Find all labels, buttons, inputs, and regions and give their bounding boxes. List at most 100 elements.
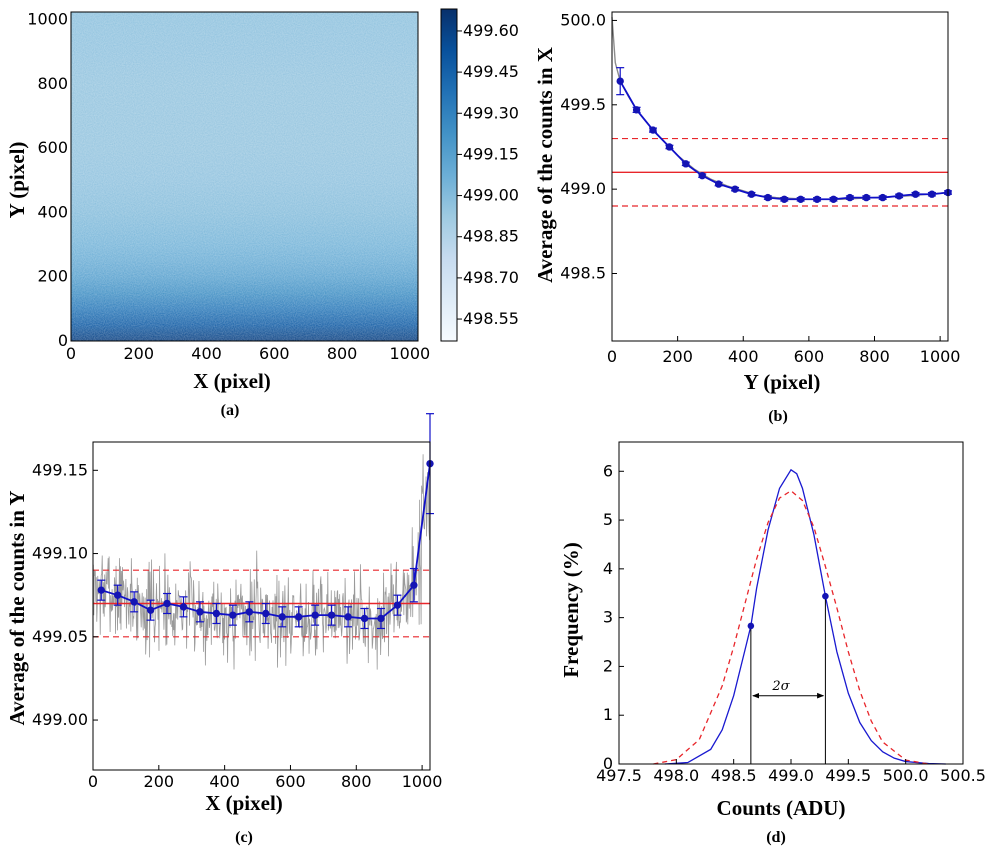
b-point-6 xyxy=(714,180,723,188)
b-point-3 xyxy=(665,143,674,151)
b-point-14 xyxy=(846,193,854,202)
c-point-6 xyxy=(196,608,204,616)
b-point-2 xyxy=(649,126,657,134)
panel-c: 0 200 400 600 800 1000 499.00499.05499.10499.… xyxy=(5,413,442,846)
d-plot-area xyxy=(653,468,946,765)
c-point-9 xyxy=(245,608,254,616)
colorbar-frame xyxy=(440,8,458,342)
colorbar-tick-label-5: 499.30 xyxy=(463,103,519,122)
a-y-tick-label-2: 400 xyxy=(37,202,68,221)
b-x-tick-label-5: 1000 xyxy=(920,347,961,366)
b-x-tick-label-1: 200 xyxy=(662,347,693,366)
b-point-10 xyxy=(780,195,788,203)
heatmap-frame xyxy=(70,11,419,342)
b-point-1 xyxy=(632,106,641,114)
c-point-13 xyxy=(311,611,319,619)
a-y-tick-label-3: 600 xyxy=(37,138,68,157)
a-y-tick-label-4: 800 xyxy=(37,74,68,93)
c-point-14 xyxy=(327,611,336,619)
d-y-label: Frequency (%) xyxy=(559,542,583,678)
c-plot-area xyxy=(92,413,434,670)
c-point-15 xyxy=(344,613,352,621)
a-y-ticks: 0 200 400 600 800 1000 xyxy=(27,10,68,350)
c-point-12 xyxy=(294,613,303,621)
c-point-3 xyxy=(146,606,155,614)
a-y-label: Y (pixel) xyxy=(5,142,29,219)
d-series-measured xyxy=(664,468,946,765)
b-point-16 xyxy=(879,193,887,202)
c-raw-trace xyxy=(92,441,431,670)
a-x-tick-label-2: 400 xyxy=(191,344,222,363)
a-x-ticks: 0 200 400 600 800 1000 xyxy=(66,344,431,363)
b-point-17 xyxy=(895,192,903,200)
d-y-ticks: 0 1 2 3 4 5 6 xyxy=(603,461,624,773)
c-point-1 xyxy=(113,591,122,599)
c-point-10 xyxy=(262,609,270,618)
panel-d: 497.5 498.0 498.5 499.0 499.5 500.0 500.5 0 1 2 3… xyxy=(559,441,986,846)
b-y-tick-label-3: 500.0 xyxy=(560,10,606,29)
c-x-ticks: 0 200 400 600 800 1000 xyxy=(88,765,442,791)
a-x-tick-label-0: 0 xyxy=(66,344,76,363)
c-x-tick-label-1: 200 xyxy=(144,772,175,791)
d-caption: (d) xyxy=(766,829,786,846)
c-y-tick-label-3: 499.15 xyxy=(32,460,88,479)
colorbar-tick-label-3: 499.00 xyxy=(463,186,519,205)
c-x-tick-label-4: 800 xyxy=(341,772,372,791)
b-caption: (b) xyxy=(768,408,788,425)
b-y-label: Average of the counts in X xyxy=(533,47,557,283)
b-point-8 xyxy=(747,190,756,198)
d-x-tick-label-5: 500.0 xyxy=(883,766,929,785)
d-x-tick-label-1: 498.0 xyxy=(653,766,699,785)
d-y-tick-label-4: 4 xyxy=(603,559,613,578)
c-y-ticks: 499.00 499.05 499.10 499.15 xyxy=(32,460,98,729)
d-y-tick-label-5: 5 xyxy=(603,510,613,529)
b-x-tick-label-4: 800 xyxy=(859,347,890,366)
d-x-tick-label-0: 497.5 xyxy=(596,766,642,785)
c-y-tick-label-0: 499.00 xyxy=(32,710,88,729)
b-y-ticks: 498.5 499.0 499.5 500.0 xyxy=(560,10,617,283)
panel-b: 0 200 400 600 800 1000 498.5 499.0 499.5 500.0 Y… xyxy=(533,10,960,425)
b-plot-area xyxy=(611,17,952,207)
panel-a: 0 200 400 600 800 1000 0 200 400 600 800 1000 X (p… xyxy=(5,8,519,419)
d-x-tick-label-3: 499.0 xyxy=(768,766,814,785)
d-y-tick-label-1: 1 xyxy=(603,705,613,724)
b-y-tick-label-2: 499.5 xyxy=(560,95,606,114)
a-y-tick-label-1: 200 xyxy=(37,267,68,286)
a-x-tick-label-5: 1000 xyxy=(390,344,431,363)
c-x-label: X (pixel) xyxy=(205,791,283,815)
d-two-sigma-label: 2σ xyxy=(771,679,790,694)
c-point-18 xyxy=(393,601,402,609)
colorbar-ticks: 498.55 498.70 498.85 499.00 499.15 499.30 499.… xyxy=(457,21,519,328)
b-x-label: Y (pixel) xyxy=(744,370,821,394)
c-point-2 xyxy=(130,598,138,606)
a-y-tick-label-0: 0 xyxy=(58,331,68,350)
d-x-ticks: 497.5 498.0 498.5 499.0 499.5 500.0 500.5 xyxy=(596,759,986,785)
c-x-tick-label-3: 600 xyxy=(275,772,306,791)
b-point-19 xyxy=(928,190,936,198)
c-point-11 xyxy=(278,613,286,621)
c-point-4 xyxy=(163,599,171,608)
c-frame xyxy=(92,441,431,771)
d-marker-point-0 xyxy=(747,622,755,630)
a-x-tick-label-3: 600 xyxy=(259,344,290,363)
c-y-tick-label-1: 499.05 xyxy=(32,627,88,646)
c-x-tick-label-0: 0 xyxy=(88,772,98,791)
d-marker-point-1 xyxy=(822,592,829,600)
c-point-16 xyxy=(360,614,369,623)
c-point-5 xyxy=(179,603,188,611)
d-y-tick-label-6: 6 xyxy=(603,461,613,480)
c-point-19 xyxy=(410,581,418,589)
c-point-8 xyxy=(229,611,237,619)
b-x-tick-label-3: 600 xyxy=(794,347,825,366)
c-point-0 xyxy=(97,586,105,594)
a-y-tick-label-5: 1000 xyxy=(27,10,68,29)
b-point-13 xyxy=(829,195,838,203)
b-point-9 xyxy=(764,193,772,202)
c-point-17 xyxy=(377,614,385,623)
d-series-gaussian-fit xyxy=(653,489,929,765)
d-y-tick-label-0: 0 xyxy=(603,754,613,773)
b-binned-line xyxy=(619,80,949,201)
c-caption: (c) xyxy=(235,829,253,846)
b-x-tick-label-2: 400 xyxy=(728,347,759,366)
